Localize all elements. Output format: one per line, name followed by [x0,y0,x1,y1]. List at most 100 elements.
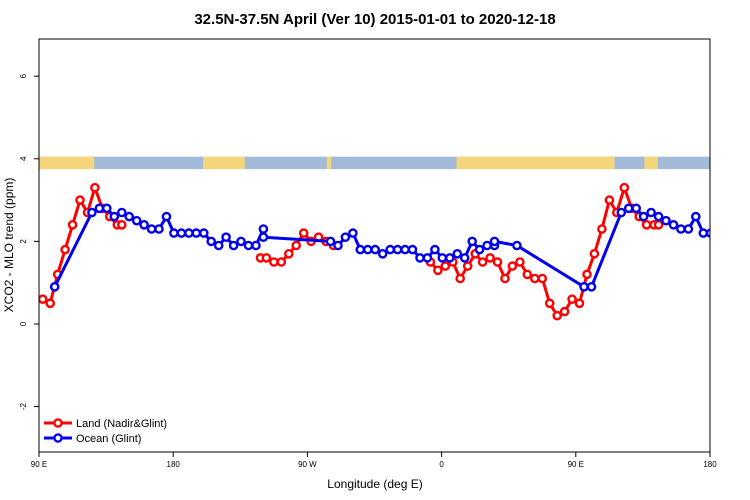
data-point [102,203,112,214]
data-point [49,281,60,292]
x-axis-label: Longitude (deg E) [327,477,422,491]
data-point [444,253,455,263]
y-tick-label: 4 [19,156,28,161]
land-band [326,156,332,170]
data-point [459,253,470,263]
data-point [552,310,563,321]
data-point [462,261,473,271]
data-point [269,257,279,267]
data-point [653,211,664,222]
data-point [455,273,466,284]
data-point [485,253,495,263]
data-point [616,207,627,218]
data-point [117,219,127,230]
data-point [683,224,694,234]
legend-marker [53,433,63,443]
data-point [243,240,254,251]
data-point [94,203,105,214]
data-point [415,253,425,263]
y-tick-label: 6 [19,73,28,78]
data-point [631,203,642,214]
data-point [537,273,548,284]
x-tick-label: 180 [703,460,717,469]
data-point [597,224,607,234]
data-point [146,224,157,234]
data-point [184,228,194,238]
legend: Land (Nadir&Glint) Ocean (Glint) [44,418,167,445]
data-point [45,298,56,309]
data-point [474,244,485,255]
data-point [340,232,351,242]
data-point [574,298,585,309]
data-point [452,248,463,259]
series-land [39,182,664,321]
y-axis: -2 0 2 4 6 [19,73,39,410]
data-point [39,294,48,304]
y-axis-label: XCO2 - MLO trend (ppm) [2,178,16,313]
data-point [440,261,451,271]
data-point [422,253,433,263]
land-band [714,157,721,169]
x-tick-label: 90 E [568,460,584,469]
data-point [492,257,503,267]
x-tick-label: 180 [167,460,181,469]
data-point [579,281,589,292]
data-point [489,236,500,247]
data-point [705,228,710,238]
data-point [661,215,671,226]
data-point [139,219,149,230]
data-point [530,273,540,284]
data-point [467,236,478,247]
data-point [653,219,664,230]
data-point [676,224,686,234]
data-point [131,215,142,226]
data-point [482,240,492,251]
data-point [604,195,615,205]
land-band [39,156,95,170]
legend-label: Ocean (Glint) [76,433,141,445]
x-tick-label: 0 [439,460,444,469]
data-point [407,244,418,255]
data-point [258,224,269,234]
data-point [298,228,309,238]
data-point [567,294,577,305]
data-point [117,207,127,218]
data-point [500,273,510,284]
data-point [348,228,358,238]
data-point [154,224,164,234]
data-point [60,244,70,255]
data-point [522,269,533,280]
land-band [644,156,658,170]
data-point [392,244,403,255]
data-point [236,236,246,247]
data-point [75,195,85,205]
y-tick-label: 0 [19,321,28,326]
data-point [325,236,336,247]
data-point [433,265,443,276]
data-point [67,219,78,230]
series-ocean [49,203,710,292]
y-tick-label: 2 [19,239,28,244]
x-tick-label: 90 W [298,460,317,469]
data-point [589,248,600,259]
data-point [623,203,634,214]
data-point [283,248,294,259]
data-point [228,240,239,251]
data-point [377,248,388,259]
data-point [109,211,120,222]
legend-label: Land (Nadir&Glint) [76,418,167,430]
x-tick-label: 90 E [31,460,47,469]
data-point [276,257,287,267]
data-point [362,244,373,255]
data-point [258,232,269,242]
land-band [203,156,245,170]
data-point [370,244,381,255]
series-layer [39,182,710,321]
data-point [261,253,272,263]
data-point [213,240,224,251]
plot-frame [38,38,711,453]
data-point [221,232,231,242]
data-point [586,281,597,292]
data-point [641,219,652,230]
data-point [638,211,649,222]
